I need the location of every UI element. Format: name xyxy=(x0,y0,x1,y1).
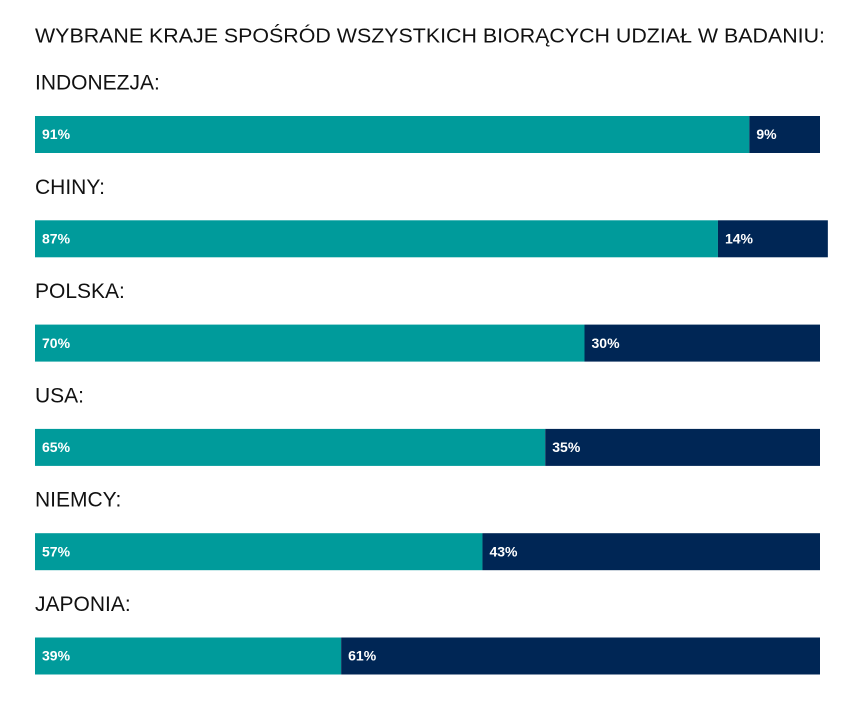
bar-segment xyxy=(35,324,585,362)
category-label: CHINY: xyxy=(35,176,105,199)
value-label: 35% xyxy=(552,439,581,455)
bar-segment xyxy=(584,324,820,362)
bar-segment xyxy=(545,428,820,466)
category-label: NIEMCY: xyxy=(35,489,121,512)
bar-segment xyxy=(717,220,828,258)
bar-segment xyxy=(35,428,546,466)
value-label: 9% xyxy=(756,126,777,142)
category-label: INDONEZJA: xyxy=(35,72,160,95)
bar-segment xyxy=(35,116,750,153)
value-label: 30% xyxy=(592,335,621,351)
category-label: JAPONIA: xyxy=(35,593,131,616)
value-label: 61% xyxy=(348,648,377,664)
bar-segment xyxy=(749,116,820,153)
bar-segment xyxy=(35,533,483,571)
value-label: 14% xyxy=(725,231,754,247)
bar-segment xyxy=(35,637,342,675)
value-label: 57% xyxy=(42,543,71,559)
chart-title: WYBRANE KRAJE SPOŚRÓD WSZYSTKICH BIORĄCY… xyxy=(35,23,825,47)
value-label: 70% xyxy=(42,335,71,351)
value-label: 39% xyxy=(42,648,71,664)
bar-segment xyxy=(35,220,718,258)
value-label: 87% xyxy=(42,231,71,247)
category-label: USA: xyxy=(35,384,84,407)
bar-segment xyxy=(482,533,820,571)
bar-segment xyxy=(341,637,820,675)
value-label: 91% xyxy=(42,126,71,142)
category-label: POLSKA: xyxy=(35,280,125,303)
value-label: 43% xyxy=(489,543,518,559)
value-label: 65% xyxy=(42,439,71,455)
